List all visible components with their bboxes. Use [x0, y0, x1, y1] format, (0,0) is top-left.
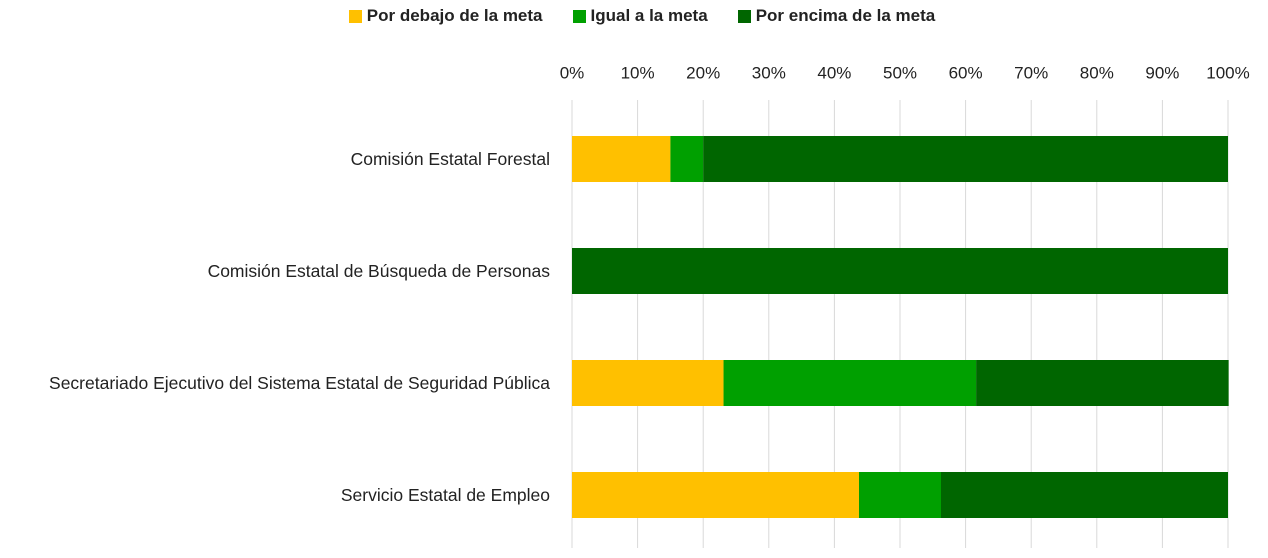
- legend-label: Por debajo de la meta: [366, 6, 543, 25]
- x-tick-label: 20%: [686, 63, 720, 82]
- category-label: Comisión Estatal Forestal: [350, 149, 550, 169]
- category-label: Secretariado Ejecutivo del Sistema Estat…: [49, 373, 550, 393]
- category-label: Servicio Estatal de Empleo: [340, 485, 550, 505]
- bar-segment: [572, 360, 724, 406]
- bar-segment: [572, 248, 1228, 294]
- bar-segment: [859, 472, 941, 518]
- bar-segment: [703, 136, 1228, 182]
- legend-swatch: [737, 9, 751, 23]
- legend: Por debajo de la meta Igual a la meta Por …: [0, 6, 1268, 26]
- bar-segment: [670, 136, 704, 182]
- bar-segment: [723, 360, 977, 406]
- x-tick-label: 0%: [560, 63, 585, 82]
- x-tick-label: 40%: [817, 63, 851, 82]
- x-tick-label: 60%: [949, 63, 983, 82]
- legend-item: Por encima de la meta: [737, 6, 936, 26]
- legend-item: Por debajo de la meta: [348, 6, 543, 26]
- x-tick-label: 90%: [1145, 63, 1179, 82]
- legend-label: Igual a la meta: [590, 6, 708, 25]
- legend-swatch: [572, 9, 586, 23]
- legend-swatch: [348, 9, 362, 23]
- bar-segment: [572, 472, 859, 518]
- x-tick-label: 70%: [1014, 63, 1048, 82]
- category-label: Comisión Estatal de Búsqueda de Personas: [207, 261, 550, 281]
- legend-label: Por encima de la meta: [755, 6, 936, 25]
- x-tick-label: 10%: [621, 63, 655, 82]
- x-tick-label: 80%: [1080, 63, 1114, 82]
- x-tick-label: 50%: [883, 63, 917, 82]
- legend-item: Igual a la meta: [572, 6, 708, 26]
- bar-segment: [941, 472, 1228, 518]
- bar-segment: [572, 136, 671, 182]
- x-tick-label: 100%: [1206, 63, 1249, 82]
- x-tick-label: 30%: [752, 63, 786, 82]
- bar-segment: [976, 360, 1229, 406]
